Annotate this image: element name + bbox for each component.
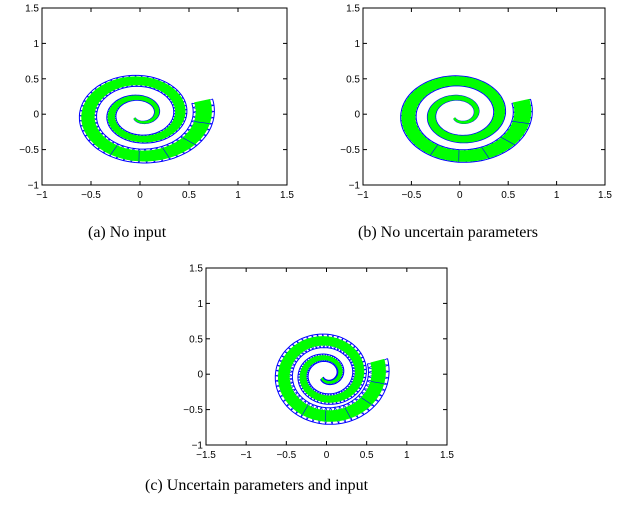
caption-a: (a) No input — [88, 224, 167, 241]
set-edge-line — [481, 147, 489, 159]
y-axis-c: −1 −0.5 0 0.5 1 1.5 — [183, 264, 447, 452]
x-tick-label: 1 — [554, 190, 560, 201]
y-tick-label: 0 — [197, 370, 203, 381]
y-tick-label: −0.5 — [183, 405, 203, 416]
y-tick-label: 0.5 — [25, 74, 39, 85]
y-tick-label: 1.5 — [25, 4, 39, 15]
x-tick-label: 0.5 — [360, 450, 374, 461]
x-tick-label: −0.5 — [276, 450, 296, 461]
y-tick-label: 1.5 — [189, 264, 203, 275]
x-axis-b: −1 −0.5 0 0.5 1 1.5 — [357, 8, 612, 201]
x-tick-label: 1.5 — [440, 450, 454, 461]
series-set-fill-a — [81, 76, 212, 162]
plot-a: −1 −0.5 0 0.5 1 1.5 −1 −0.5 0 0.5 1 1.5 — [19, 4, 294, 202]
y-tick-label: −0.5 — [340, 145, 360, 156]
set-edge-line — [430, 145, 438, 155]
caption-c: (c) Uncertain parameters and input — [145, 477, 369, 494]
set-edge-line — [162, 148, 170, 158]
y-axis-b: −1 −0.5 0 0.5 1 1.5 — [340, 4, 605, 192]
x-tick-label: −0.5 — [81, 190, 101, 201]
set-edge-line — [194, 121, 210, 124]
subfigure-b: −1 −0.5 0 0.5 1 1.5 −1 −0.5 0 0.5 1 1.5 (b) No unce… — [318, 0, 636, 250]
subfigure-a: −1 −0.5 0 0.5 1 1.5 −1 −0.5 0 0.5 1 1.5 (a) No inpu… — [0, 0, 318, 250]
y-tick-label: −1 — [28, 181, 40, 192]
y-tick-label: 1 — [33, 39, 39, 50]
set-edge-line — [344, 407, 351, 418]
set-edge-line — [501, 137, 515, 145]
outline-outer — [78, 74, 215, 164]
x-axis-a: −1 −0.5 0 0.5 1 1.5 — [36, 8, 294, 201]
set-fill-band — [278, 336, 386, 422]
x-tick-label: −1 — [240, 450, 252, 461]
subfigure-c: −1.5 −1 −0.5 0 0.5 1 1.5 −1 −0.5 0 0.5 1 1.5 (c) Unc… — [145, 256, 478, 506]
plot-b: −1 −0.5 0 0.5 1 1.5 −1 −0.5 0 0.5 1 1.5 — [340, 4, 612, 202]
y-axis-a: −1 −0.5 0 0.5 1 1.5 — [19, 4, 287, 192]
x-tick-label: 1 — [404, 450, 410, 461]
series-set-fill-b — [401, 76, 532, 162]
x-tick-label: −1 — [36, 190, 48, 201]
set-edge-line — [182, 137, 195, 145]
x-tick-label: 0 — [137, 190, 143, 201]
outline-inner — [291, 347, 370, 409]
set-edge-line — [302, 405, 309, 415]
plot-c: −1.5 −1 −0.5 0 0.5 1 1.5−1−0.500.511.5 — [183, 264, 454, 462]
set-edge-line — [110, 145, 118, 155]
x-axis-c: −1.5 −1 −0.5 0 0.5 1 1.5 — [196, 268, 454, 461]
x-tick-label: 0.5 — [182, 190, 196, 201]
y-tick-label: 0 — [354, 110, 360, 121]
y-tick-label: 1.5 — [346, 4, 360, 15]
series-set-fill-c — [278, 336, 386, 422]
x-tick-label: 1 — [235, 190, 241, 201]
y-tick-label: −0.5 — [19, 145, 39, 156]
set-fill-band — [81, 76, 212, 162]
set-fill-band — [401, 76, 532, 162]
x-tick-label: 0.5 — [501, 190, 515, 201]
x-tick-label: −1.5 — [196, 450, 216, 461]
y-tick-label: 1 — [354, 39, 360, 50]
set-edge-line — [370, 381, 384, 384]
y-tick-label: −1 — [349, 181, 361, 192]
x-tick-label: 0 — [324, 450, 330, 461]
y-tick-label: 0.5 — [189, 334, 203, 345]
caption-b: (b) No uncertain parameters — [358, 224, 538, 241]
x-tick-label: −1 — [357, 190, 369, 201]
set-edge-line — [361, 397, 372, 405]
y-tick-label: 0 — [33, 110, 39, 121]
y-tick-label: 1 — [197, 299, 203, 310]
x-tick-label: 0 — [457, 190, 463, 201]
set-edge-line — [513, 121, 529, 124]
x-tick-label: −0.5 — [402, 190, 422, 201]
x-tick-label: 1.5 — [598, 190, 612, 201]
y-tick-label: −1 — [192, 441, 204, 452]
y-tick-label: 0.5 — [346, 74, 360, 85]
x-tick-label: 1.5 — [280, 190, 294, 201]
